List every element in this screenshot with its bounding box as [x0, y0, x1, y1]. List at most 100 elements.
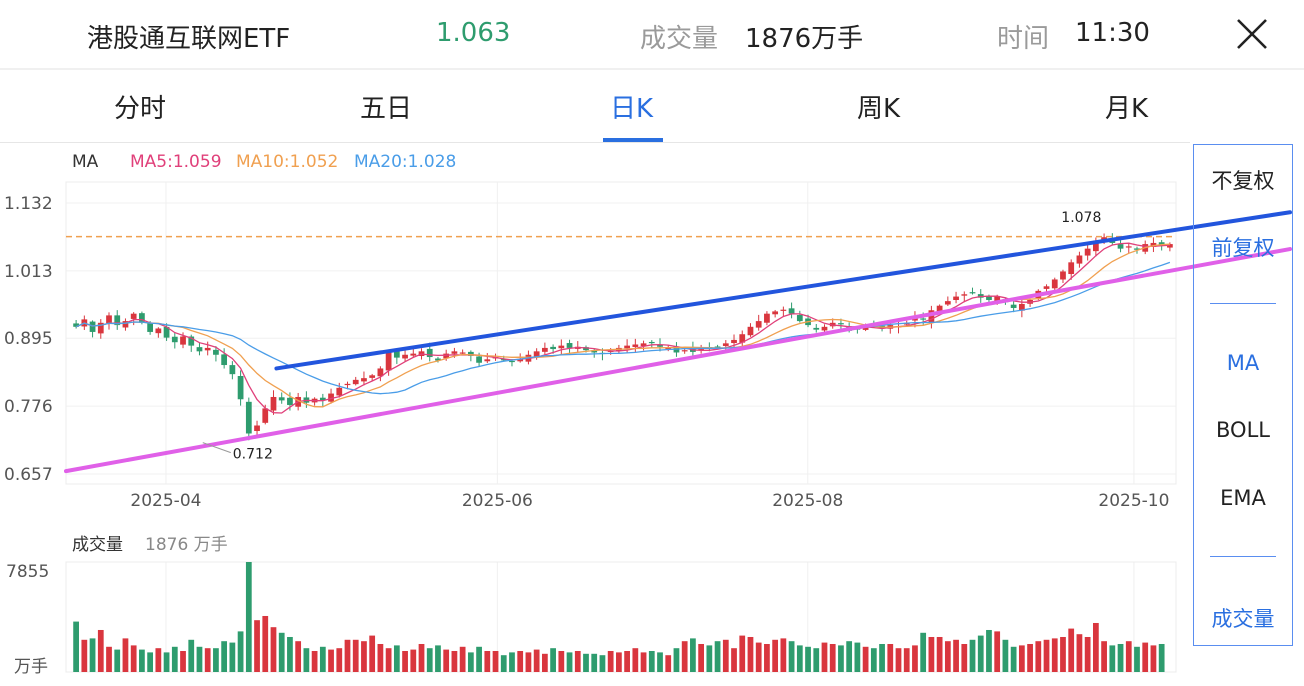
volume-bar	[1051, 638, 1058, 672]
candle-up	[936, 305, 943, 313]
volume-bar	[1142, 642, 1149, 672]
volume-bar	[459, 646, 466, 672]
volume-bar	[336, 648, 343, 672]
candle-down	[1117, 244, 1124, 249]
volume-bar	[1035, 641, 1042, 672]
tab-rik[interactable]: 日K	[610, 94, 654, 124]
volume-bar	[796, 645, 803, 672]
volume-bar	[566, 652, 573, 672]
option-forward-adjust[interactable]: 前复权	[1211, 236, 1275, 260]
volume-bar	[1068, 628, 1075, 672]
volume-bar	[772, 639, 779, 672]
candle-down	[591, 350, 598, 353]
candle-up	[1092, 240, 1099, 252]
tab-zhouk[interactable]: 周K	[857, 94, 901, 124]
option-no-adjust[interactable]: 不复权	[1211, 169, 1275, 193]
volume-bar	[632, 648, 639, 672]
volume-bar	[657, 652, 663, 672]
trendline-lower	[64, 247, 1292, 474]
option-ma[interactable]: MA	[1226, 351, 1260, 375]
candle-up	[1084, 248, 1091, 256]
y-tick-label: 0.657	[4, 465, 53, 485]
option-ema[interactable]: EMA	[1220, 486, 1266, 510]
volume-panel-label: 成交量	[72, 535, 123, 555]
candle-up	[1068, 262, 1075, 275]
volume-bar	[130, 645, 137, 672]
volume-bar	[229, 642, 236, 672]
candle-up	[385, 352, 392, 371]
volume-bar	[706, 645, 713, 672]
volume-bar	[739, 635, 746, 672]
volume-bar	[467, 652, 474, 672]
volume-bar	[1109, 645, 1116, 672]
y-tick-label: 1.132	[4, 194, 53, 214]
volume-bar	[690, 638, 696, 672]
candle-up	[517, 359, 524, 362]
x-tick-label: 2025-08	[772, 491, 843, 511]
volume-bar	[509, 652, 515, 672]
volume-bar	[879, 643, 885, 672]
option-volume[interactable]: 成交量	[1211, 607, 1275, 631]
candle-down	[393, 350, 400, 358]
volume-bar	[476, 646, 482, 672]
volume-bar	[147, 652, 154, 672]
candle-down	[278, 397, 285, 401]
volume-bar	[311, 650, 318, 672]
candle-down	[163, 326, 170, 338]
tabs-divider	[0, 142, 1190, 143]
candle-up	[1076, 255, 1083, 264]
volume-bar	[245, 562, 252, 672]
volume-bar	[994, 631, 1001, 672]
volume-bar	[1076, 634, 1083, 672]
option-boll[interactable]: BOLL	[1216, 418, 1270, 442]
candle-down	[920, 318, 927, 320]
candle-down	[969, 292, 976, 294]
volume-bar	[541, 653, 548, 672]
candle-up	[632, 344, 639, 347]
tab-fenshi[interactable]: 分时	[114, 94, 167, 124]
candle-down	[838, 323, 844, 325]
side-panel	[1193, 144, 1293, 646]
volume-bar	[1150, 645, 1157, 672]
volume-bar	[517, 650, 524, 672]
candle-up	[377, 368, 384, 377]
volume-bar	[443, 649, 450, 672]
volume-bar	[1002, 639, 1009, 672]
volume-bar	[698, 643, 705, 672]
volume-bar	[204, 648, 211, 672]
tab-yuek[interactable]: 月K	[1105, 94, 1149, 124]
candle-up	[961, 294, 968, 296]
volume-bar	[377, 643, 384, 672]
active-tab-indicator	[603, 138, 663, 142]
low-annotation-leader	[202, 442, 231, 454]
volume-bar	[747, 636, 754, 672]
volume-bar	[887, 643, 894, 672]
candle-up	[361, 378, 367, 382]
candle-up	[1125, 246, 1132, 248]
candle-down	[583, 347, 589, 351]
volume-bar	[451, 650, 458, 672]
candle-down	[237, 376, 244, 400]
candle-up	[821, 326, 828, 331]
volume-bar	[944, 641, 951, 672]
candle-up	[451, 351, 458, 354]
volume-bar	[196, 646, 203, 672]
close-button[interactable]	[1232, 14, 1272, 54]
volume-bar	[755, 642, 762, 672]
tab-wuri[interactable]: 五日	[360, 94, 413, 124]
volume-bar	[1084, 636, 1091, 672]
volume-bar	[319, 646, 326, 672]
side-divider-2	[1210, 556, 1276, 557]
candle-down	[229, 365, 236, 375]
volume-bar	[599, 655, 606, 672]
volume-bar	[213, 648, 219, 672]
volume-bar	[583, 653, 589, 672]
volume-bar	[870, 648, 877, 672]
volume-bar	[1027, 643, 1033, 672]
candle-up	[780, 309, 787, 311]
volume-bar	[369, 635, 376, 672]
volume-bar	[237, 631, 244, 672]
volume-bar	[1134, 646, 1140, 672]
candle-up	[747, 326, 754, 336]
